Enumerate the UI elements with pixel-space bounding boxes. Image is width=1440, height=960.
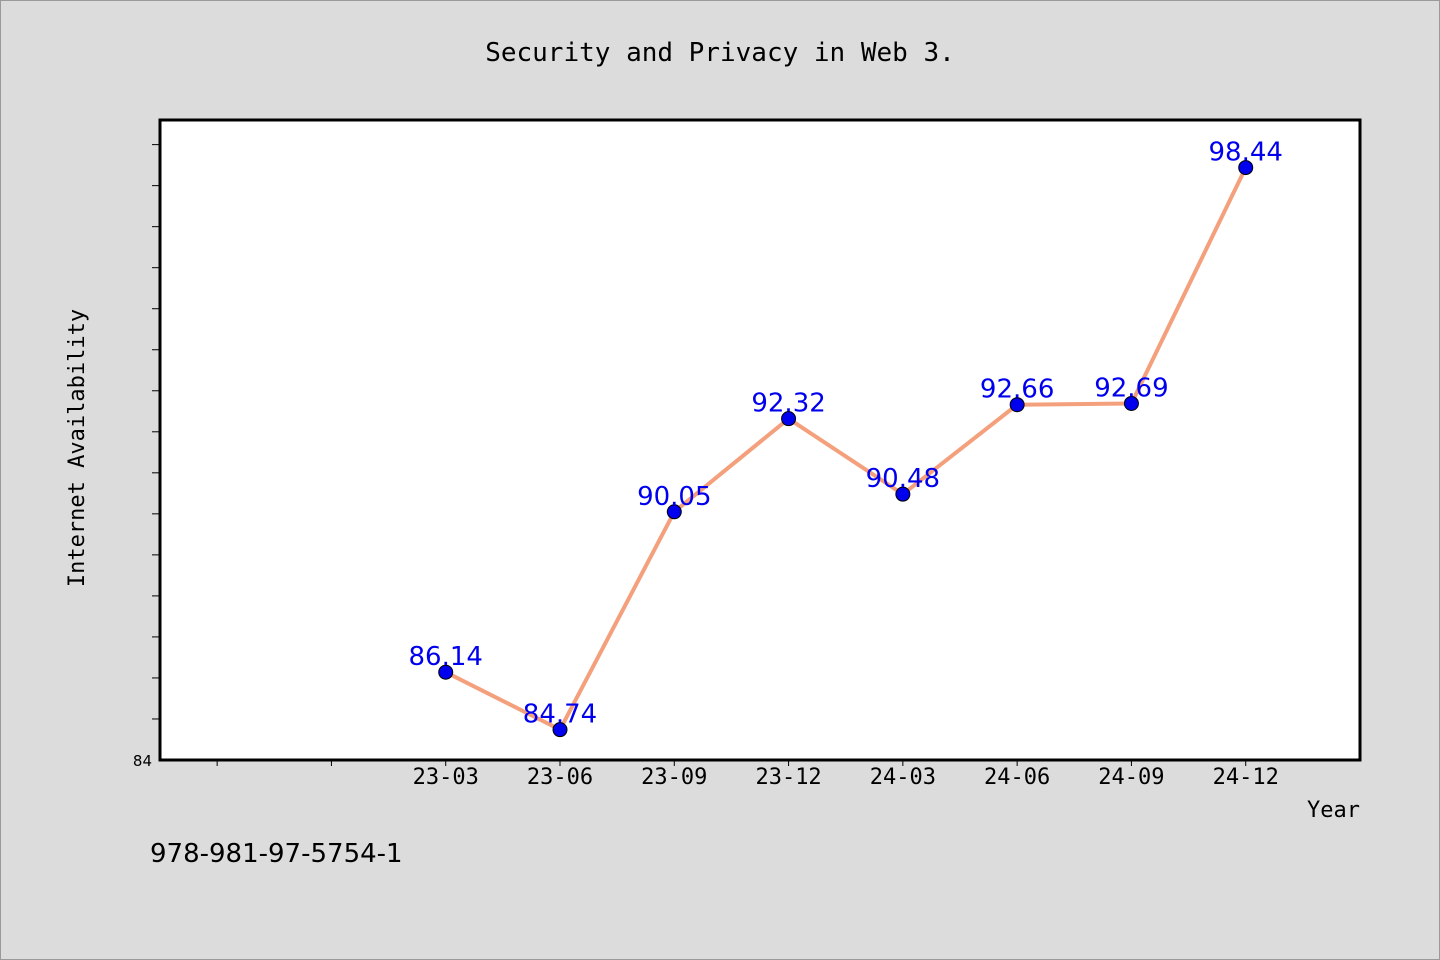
y-axis-label: Internet Availability — [65, 309, 90, 587]
x-tick-label: 24-12 — [1213, 765, 1279, 790]
data-point — [552, 722, 568, 738]
x-tick-label: 24-03 — [870, 765, 936, 790]
data-label: 86.14 — [408, 642, 482, 672]
data-point — [438, 664, 454, 680]
x-tick-label: 23-09 — [641, 765, 707, 790]
data-label: 98.44 — [1208, 138, 1282, 168]
x-tick-label: 24-09 — [1098, 765, 1164, 790]
x-tick-label: 24-06 — [984, 765, 1050, 790]
data-point — [1009, 397, 1025, 413]
data-point — [1238, 160, 1254, 176]
series-line — [444, 166, 1248, 732]
data-point — [666, 504, 682, 520]
data-series: 86.14 84.74 90.05 92.32 90.48 92.66 92.69 98.44 — [408, 138, 1283, 738]
data-label: 92.32 — [751, 389, 825, 419]
data-label: 90.48 — [866, 464, 940, 494]
x-tick-labels: 23-03 23-06 23-09 23-12 24-03 24-06 24-09 24-12 — [413, 765, 1279, 790]
x-axis-ticks — [216, 760, 1247, 766]
x-tick-label: 23-12 — [755, 765, 821, 790]
y-tick-label: 84 — [133, 752, 152, 770]
x-axis-label: Year — [1307, 798, 1360, 823]
data-point — [1123, 395, 1139, 411]
data-point — [895, 486, 911, 502]
isbn-text: 978-981-97-5754-1 — [150, 839, 403, 869]
data-label: 92.69 — [1094, 373, 1168, 403]
data-label: 90.05 — [637, 482, 711, 512]
data-label: 92.66 — [980, 375, 1054, 405]
x-tick-label: 23-06 — [527, 765, 593, 790]
chart-title: Security and Privacy in Web 3. — [485, 38, 955, 68]
data-point — [781, 411, 797, 427]
x-tick-label: 23-03 — [413, 765, 479, 790]
data-label: 84.74 — [523, 700, 597, 730]
y-axis-ticks — [152, 144, 160, 720]
